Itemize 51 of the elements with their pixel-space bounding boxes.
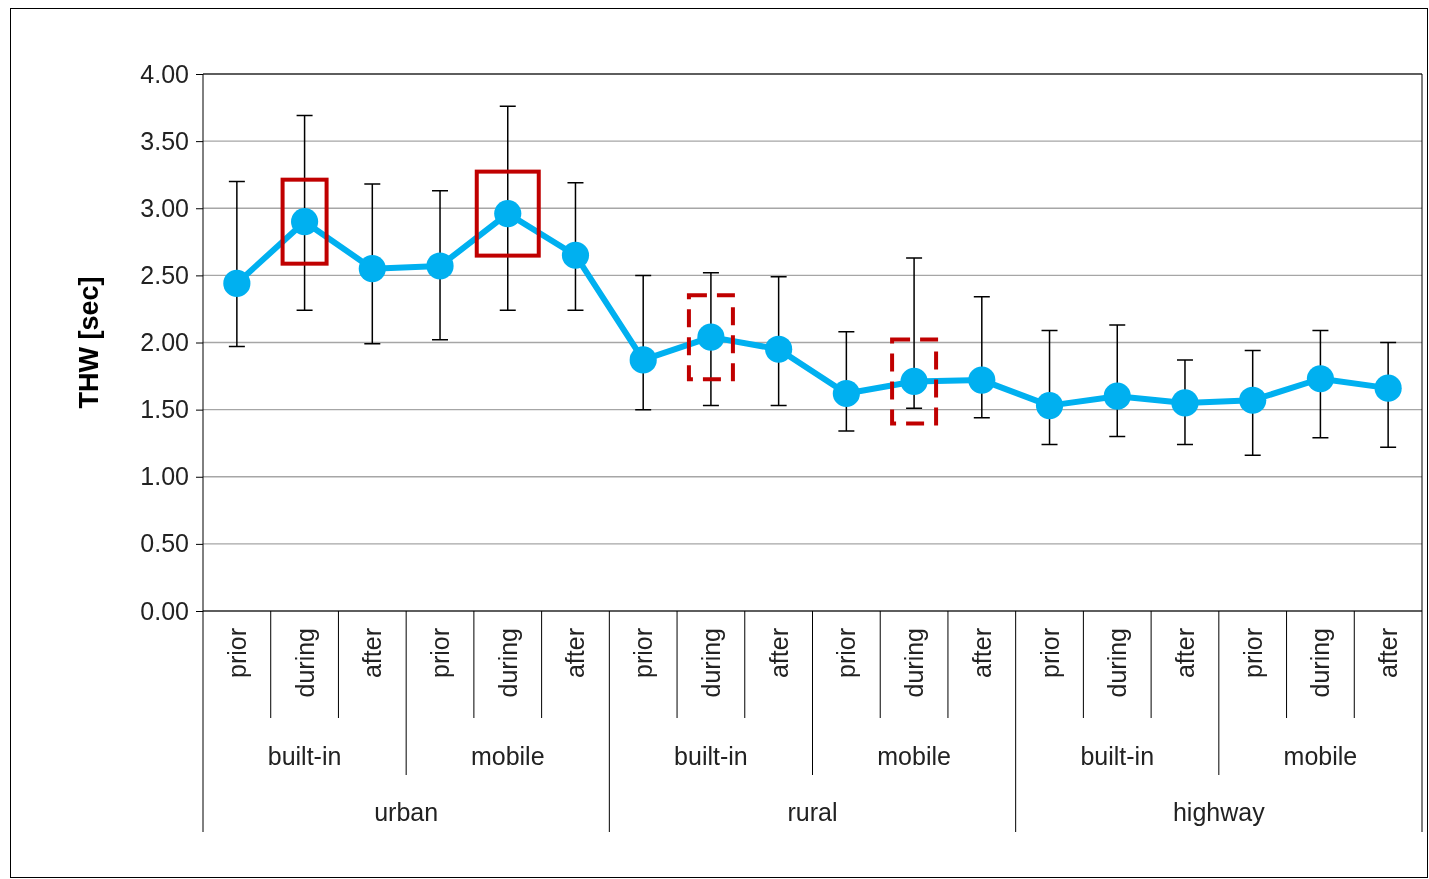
point <box>426 252 454 280</box>
point <box>629 346 657 374</box>
text: mobile <box>470 742 545 770</box>
text: built-in <box>1080 742 1155 770</box>
x-tick-label: during <box>290 628 319 698</box>
x-tick-label: during <box>1103 628 1132 698</box>
point <box>1103 382 1131 410</box>
point <box>223 269 251 297</box>
point <box>765 335 793 363</box>
x-tick-label: prior <box>426 628 455 679</box>
y-tick-label: 1.00 <box>140 462 189 491</box>
y-tick-label: 4.00 <box>140 59 189 88</box>
x-tick-label: after <box>358 628 387 679</box>
point <box>1035 392 1064 420</box>
text: mobile <box>877 742 951 770</box>
point <box>561 241 590 269</box>
x-tick-label: prior <box>629 628 658 679</box>
y-tick-label: 1.50 <box>140 395 189 424</box>
x-tick-label: prior <box>832 628 861 679</box>
x-tick-label: during <box>900 628 929 698</box>
point <box>1239 386 1267 414</box>
point <box>1171 389 1199 417</box>
x-tick-label: during <box>696 628 725 698</box>
text: mobile <box>1283 742 1358 770</box>
text: highway <box>1172 798 1266 826</box>
text: built-in <box>267 742 342 770</box>
y-tick-label: 3.50 <box>140 126 189 155</box>
point <box>832 379 860 408</box>
text: urban <box>374 798 439 826</box>
point <box>968 366 996 394</box>
x-tick-label: after <box>764 628 793 679</box>
y-tick-label: 3.00 <box>140 193 189 222</box>
x-tick-label: after <box>1170 628 1199 679</box>
y-tick-label: 0.00 <box>140 596 189 625</box>
point <box>358 255 386 283</box>
point <box>1306 365 1334 393</box>
x-tick-label: prior <box>222 628 251 679</box>
x-tick-label: during <box>493 628 522 698</box>
x-tick-label: during <box>1306 628 1335 698</box>
point <box>1374 374 1402 402</box>
x-tick-label: after <box>1374 628 1403 679</box>
y-axis-title: THW [sec] <box>74 276 104 409</box>
y-tick-label: 2.00 <box>140 328 189 356</box>
x-tick-label: after <box>561 628 590 679</box>
x-tick-label: after <box>967 628 996 679</box>
x-tick-label: prior <box>1035 628 1064 679</box>
y-tick-label: 2.50 <box>140 260 189 289</box>
text: built-in <box>674 742 748 770</box>
x-tick-label: prior <box>1238 628 1267 679</box>
text: rural <box>787 798 838 826</box>
y-tick-label: 0.50 <box>140 529 189 558</box>
